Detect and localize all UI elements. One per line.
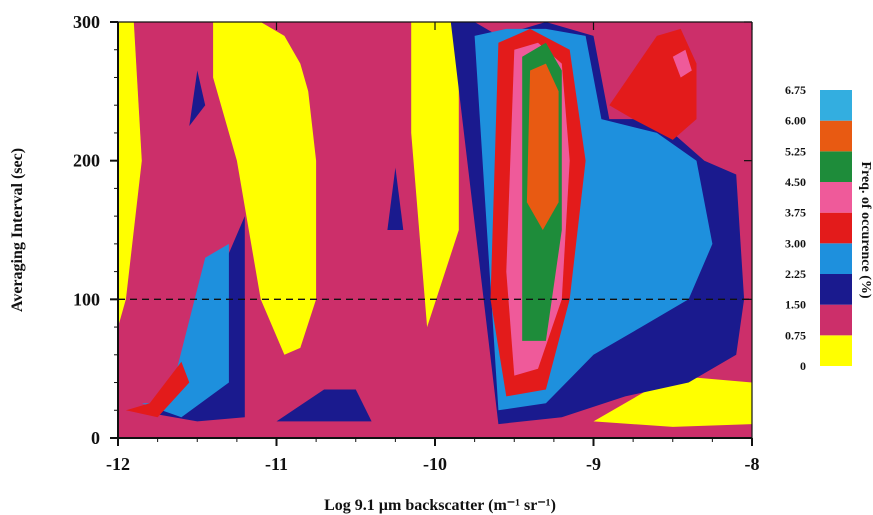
y-tick-label: 300	[73, 12, 100, 32]
contour-region	[526, 63, 559, 230]
contour-region	[387, 167, 404, 230]
colorbar-swatch	[820, 120, 852, 152]
contour-region	[276, 389, 372, 422]
colorbar-title: Freq. of occurence (%)	[858, 161, 873, 298]
colorbar-level-label: 3.75	[785, 206, 806, 220]
y-tick-label: 100	[73, 289, 100, 309]
contour-region	[189, 70, 206, 126]
y-tick-label: 0	[91, 428, 100, 448]
colorbar-swatch	[820, 182, 852, 213]
colorbar-level-label: 6.00	[785, 114, 806, 128]
contour-region	[213, 22, 317, 355]
x-tick-label: -11	[265, 454, 288, 474]
x-tick-label: -8	[745, 454, 760, 474]
contour-region	[141, 243, 229, 418]
x-axis-title: Log 9.1 µm backscatter (m⁻¹ sr⁻¹)	[324, 497, 556, 514]
colorbar-level-label: 2.25	[785, 267, 806, 281]
x-tick-label: -10	[423, 454, 447, 474]
colorbar-level-label: 4.50	[785, 175, 806, 189]
y-tick-label: 200	[73, 151, 100, 171]
colorbar-swatch	[820, 243, 852, 274]
colorbar-level-label: 0	[800, 359, 806, 373]
colorbar-level-label: 5.25	[785, 144, 806, 158]
contour-region	[118, 22, 142, 328]
axes: -12 -11 -10 -9 -8 0 100 200 300	[73, 12, 760, 474]
colorbar-level-label: 1.50	[785, 298, 806, 312]
colorbar-swatch	[820, 151, 852, 182]
colorbar-swatch	[820, 335, 852, 366]
colorbar-swatch	[820, 212, 852, 244]
x-tick-label: -12	[106, 454, 130, 474]
x-tick-label: -9	[586, 454, 601, 474]
contour-region	[672, 49, 692, 78]
contour-region	[125, 361, 190, 418]
colorbar-level-label: 3.00	[785, 236, 806, 250]
y-axis-title: Averaging Interval (sec)	[9, 148, 26, 312]
colorbar-legend: 0 0.75 1.50 2.25 3.00 3.75 4.50 5.25 6.00 6.75	[785, 83, 852, 373]
colorbar-level-label: 0.75	[785, 328, 806, 342]
contour-region	[411, 22, 459, 328]
colorbar-swatch	[820, 90, 852, 121]
colorbar-swatch	[820, 274, 852, 305]
colorbar-swatch	[820, 304, 852, 336]
plot-area	[118, 22, 752, 438]
contour-region	[593, 375, 752, 427]
colorbar-level-label: 6.75	[785, 83, 806, 97]
